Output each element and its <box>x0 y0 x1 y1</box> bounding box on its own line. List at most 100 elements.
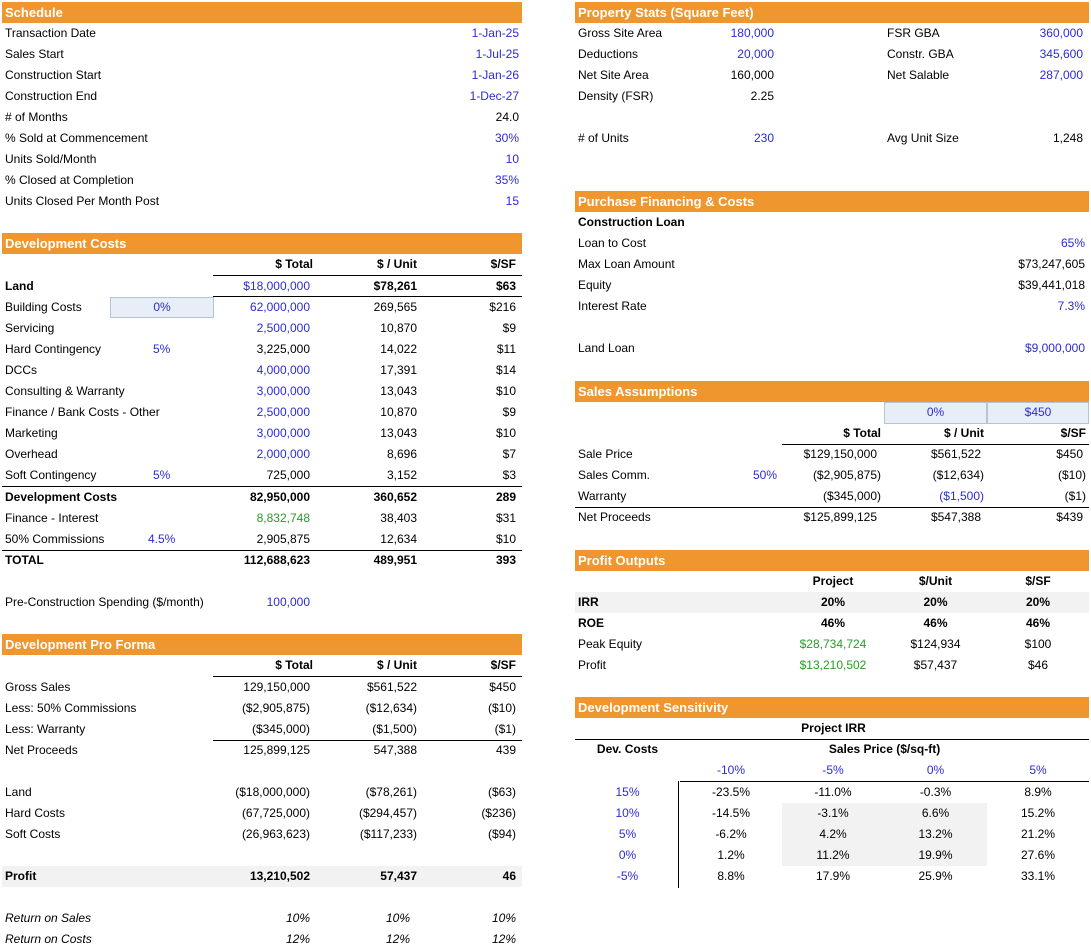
row-unit: 3,152 <box>386 468 417 482</box>
row-total: ($18,000,000) <box>235 785 310 799</box>
schedule-value[interactable]: 15 <box>505 194 519 208</box>
schedule-value[interactable]: 1-Dec-27 <box>469 89 519 103</box>
row-sf: $216 <box>489 300 516 314</box>
profit-sf: $100 <box>1024 637 1052 651</box>
col-header-sf: $/SF <box>490 658 516 672</box>
row-unit: $561,522 <box>366 680 417 694</box>
property-value[interactable]: 20,000 <box>737 47 774 61</box>
row-sf: $7 <box>502 447 516 461</box>
units-value[interactable]: 230 <box>753 131 774 145</box>
schedule-value[interactable]: 10 <box>505 152 519 166</box>
sales-sf: $450 <box>1056 447 1083 461</box>
schedule-value[interactable]: 1-Jul-25 <box>475 47 519 61</box>
land-loan-value[interactable]: $9,000,000 <box>1024 341 1085 355</box>
profit-project[interactable]: $13,210,502 <box>799 658 867 672</box>
row-unit: 13,043 <box>380 426 417 440</box>
row-pct[interactable]: 4.5% <box>148 532 176 546</box>
sensitivity-cell: -3.1% <box>817 806 849 820</box>
profit-sf: 46% <box>1025 616 1051 630</box>
profit-unit: $57,437 <box>913 658 958 672</box>
row-unit: 489,951 <box>373 553 417 567</box>
row-total: 2,905,875 <box>256 532 310 546</box>
row-total: 82,950,000 <box>249 490 310 504</box>
row-sf: $11 <box>496 342 516 356</box>
row-pct[interactable]: 0% <box>153 300 171 314</box>
row-total: 725,000 <box>266 468 310 482</box>
financing-value[interactable]: 65% <box>1060 236 1085 250</box>
row-label: Development Costs <box>5 490 118 504</box>
sensitivity-cell: 8.8% <box>717 869 745 883</box>
property-value[interactable]: 360,000 <box>1039 26 1083 40</box>
schedule-label: Units Closed Per Month Post <box>5 194 160 208</box>
building-cost-input-cell[interactable] <box>110 297 214 318</box>
row-pct[interactable]: 5% <box>153 342 171 356</box>
profit-unit: 46% <box>923 616 948 630</box>
row-sf: 10% <box>491 911 516 925</box>
schedule-value[interactable]: 1-Jan-26 <box>471 68 519 82</box>
row-label: Finance / Bank Costs - Other <box>5 405 160 419</box>
row-sf: $9 <box>502 405 516 419</box>
property-label: Deductions <box>578 47 639 61</box>
row-total[interactable]: 2,000,000 <box>256 447 310 461</box>
row-sf: ($94) <box>487 827 516 841</box>
row-value: -5% <box>616 869 639 883</box>
col-header-total: $ Total <box>275 257 313 271</box>
schedule-label: Construction Start <box>5 68 102 82</box>
preconst-value[interactable]: 100,000 <box>266 595 310 609</box>
sensitivity-cell: -14.5% <box>711 806 751 820</box>
property-value[interactable]: 180,000 <box>730 26 774 40</box>
row-total[interactable]: $18,000,000 <box>243 279 310 293</box>
row-label: Land <box>5 785 32 799</box>
schedule-value[interactable]: 35% <box>494 173 519 187</box>
sales-unit[interactable]: ($1,500) <box>939 489 984 503</box>
row-total[interactable]: 2,500,000 <box>256 405 310 419</box>
row-sf: 46 <box>502 869 516 883</box>
property-label: FSR GBA <box>887 26 940 40</box>
profit-project[interactable]: $28,734,724 <box>799 637 867 651</box>
sensitivity-cell: 1.2% <box>717 848 745 862</box>
row-sf: 393 <box>495 553 516 567</box>
property-value[interactable]: 287,000 <box>1039 68 1083 82</box>
sensitivity-cell: 13.2% <box>918 827 953 841</box>
row-label: Overhead <box>5 447 58 461</box>
col-value: -10% <box>716 763 745 777</box>
row-value: 10% <box>615 806 640 820</box>
financing-value[interactable]: 7.3% <box>1057 299 1085 313</box>
row-pct[interactable]: 5% <box>153 468 171 482</box>
avg-unit-label: Avg Unit Size <box>887 131 959 145</box>
sales-label: Net Proceeds <box>578 510 651 524</box>
profit-row-shade <box>2 866 522 887</box>
row-total[interactable]: 62,000,000 <box>249 300 310 314</box>
col-header-sf: $/SF <box>1025 574 1051 588</box>
price-psf-input[interactable] <box>987 402 1089 424</box>
col-header-unit: $ / Unit <box>943 426 984 440</box>
row-total[interactable]: 4,000,000 <box>256 363 310 377</box>
sensitivity-cell: 8.9% <box>1024 785 1052 799</box>
row-sf: 12% <box>491 932 516 946</box>
row-value: 0% <box>618 848 637 862</box>
row-total[interactable]: 8,832,748 <box>256 511 310 525</box>
schedule-label: % Closed at Completion <box>5 173 134 187</box>
price-psf-value[interactable]: $450 <box>1024 405 1052 419</box>
devcosts-header: Development Costs <box>2 233 522 254</box>
row-total: ($345,000) <box>251 722 310 736</box>
row-value: 15% <box>615 785 640 799</box>
row-total[interactable]: 3,000,000 <box>256 426 310 440</box>
property-value[interactable]: 345,600 <box>1039 47 1083 61</box>
row-label: Return on Costs <box>5 932 92 946</box>
row-total[interactable]: 3,000,000 <box>256 384 310 398</box>
sales-pct[interactable]: 50% <box>752 468 777 482</box>
price-change-value[interactable]: 0% <box>926 405 945 419</box>
row-total[interactable]: 2,500,000 <box>256 321 310 335</box>
row-sf: $10 <box>495 426 516 440</box>
property-label: Net Salable <box>887 68 950 82</box>
schedule-label: Sales Start <box>5 47 64 61</box>
row-label: Hard Contingency <box>5 342 102 356</box>
col-header-total: $ Total <box>275 658 313 672</box>
proforma-header: Development Pro Forma <box>2 634 522 655</box>
schedule-value[interactable]: 1-Jan-25 <box>471 26 519 40</box>
row-label: Less: 50% Commissions <box>5 701 137 715</box>
schedule-value[interactable]: 30% <box>494 131 519 145</box>
row-label: Building Costs <box>5 300 82 314</box>
price-change-input[interactable] <box>884 402 987 424</box>
